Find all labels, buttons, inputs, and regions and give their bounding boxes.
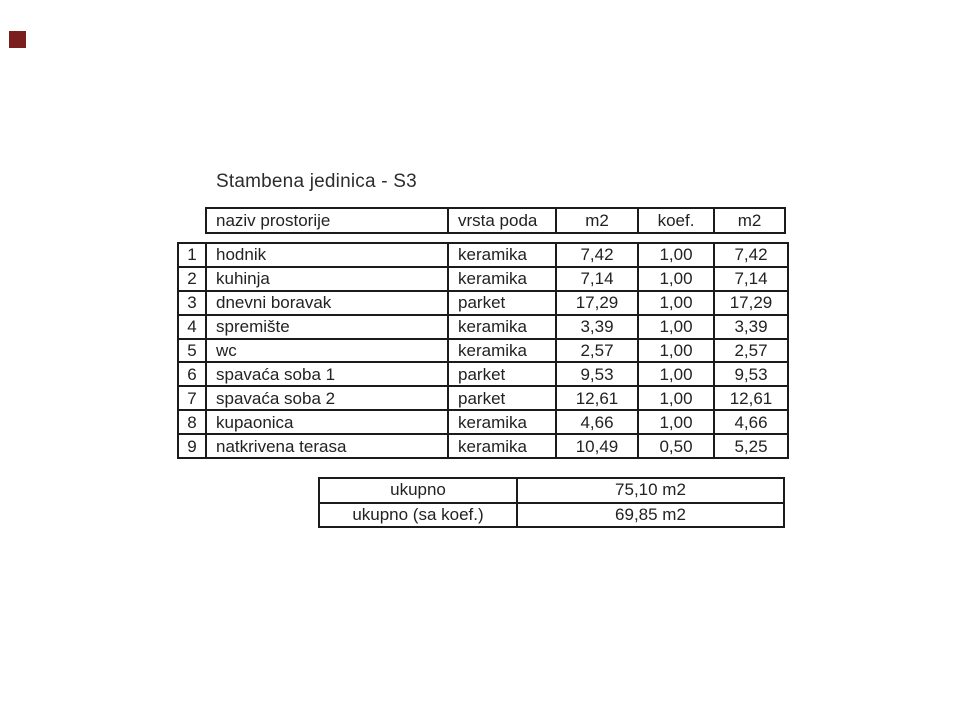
row-number-cell: 7 <box>179 387 207 410</box>
area-cell: 4,66 <box>557 411 639 434</box>
row-number-cell: 8 <box>179 411 207 434</box>
koef-cell: 1,00 <box>639 339 715 362</box>
room-name-cell: kuhinja <box>207 267 449 290</box>
total-with-koef-label: ukupno (sa koef.) <box>320 503 518 526</box>
floor-type-cell: keramika <box>449 435 557 458</box>
koef-cell: 1,00 <box>639 291 715 314</box>
adjusted-area-cell: 5,25 <box>734 436 768 456</box>
koef-cell: 0,50 <box>639 435 715 458</box>
room-name-cell: hodnik <box>207 244 449 266</box>
table-row: 1 hodnik keramika 7,42 1,00 7,42 <box>179 244 787 266</box>
floor-type-cell: parket <box>449 291 557 314</box>
koef-cell: 1,00 <box>639 267 715 290</box>
room-name-cell: dnevni boravak <box>207 291 449 314</box>
total-with-koef-row: ukupno (sa koef.) 69,85 m2 <box>320 501 783 526</box>
area-cell: 7,42 <box>557 244 639 266</box>
header-area-m2-adjusted: m2 <box>737 211 762 230</box>
table-row: 4 spremište keramika 3,39 1,00 3,39 <box>179 313 787 338</box>
room-name-cell: spremište <box>207 315 449 338</box>
table-row: 8 kupaonica keramika 4,66 1,00 4,66 <box>179 409 787 434</box>
table-row: 3 dnevni boravak parket 17,29 1,00 17,29 <box>179 289 787 314</box>
column-header-table: naziv prostorije vrsta poda m2 koef. m2 <box>205 207 786 234</box>
floor-type-cell: parket <box>449 363 557 386</box>
row-number-cell: 3 <box>179 291 207 314</box>
adjusted-area-cell: 4,66 <box>734 412 768 432</box>
row-number-cell: 1 <box>179 244 207 266</box>
room-name-cell: kupaonica <box>207 411 449 434</box>
adjusted-area-cell: 3,39 <box>734 317 768 337</box>
area-cell: 17,29 <box>557 291 639 314</box>
koef-cell: 1,00 <box>639 387 715 410</box>
room-name-cell: natkrivena terasa <box>207 435 449 458</box>
table-row: 7 spavaća soba 2 parket 12,61 1,00 12,61 <box>179 385 787 410</box>
table-row: 9 natkrivena terasa keramika 10,49 0,50 … <box>179 433 787 458</box>
adjusted-area-cell: 17,29 <box>729 293 773 313</box>
adjusted-area-cell: 9,53 <box>734 364 768 384</box>
total-label: ukupno <box>320 479 518 502</box>
room-name-cell: wc <box>207 339 449 362</box>
corner-color-mark <box>9 31 26 48</box>
room-name-cell: spavaća soba 2 <box>207 387 449 410</box>
floor-type-cell: keramika <box>449 411 557 434</box>
floor-type-cell: keramika <box>449 244 557 266</box>
header-room-name: naziv prostorije <box>207 209 449 232</box>
floor-type-cell: parket <box>449 387 557 410</box>
koef-cell: 1,00 <box>639 363 715 386</box>
koef-cell: 1,00 <box>639 411 715 434</box>
total-with-koef-value: 69,85 m2 <box>615 504 686 524</box>
row-number-cell: 5 <box>179 339 207 362</box>
area-cell: 9,53 <box>557 363 639 386</box>
row-number-cell: 6 <box>179 363 207 386</box>
header-area-m2: m2 <box>557 209 639 232</box>
area-cell: 7,14 <box>557 267 639 290</box>
table-row: 2 kuhinja keramika 7,14 1,00 7,14 <box>179 265 787 290</box>
koef-cell: 1,00 <box>639 244 715 266</box>
row-number-cell: 4 <box>179 315 207 338</box>
rooms-table: 1 hodnik keramika 7,42 1,00 7,42 2 kuhin… <box>177 242 789 459</box>
header-koef: koef. <box>639 209 715 232</box>
floor-type-cell: keramika <box>449 315 557 338</box>
area-cell: 3,39 <box>557 315 639 338</box>
area-cell: 2,57 <box>557 339 639 362</box>
floor-type-cell: keramika <box>449 267 557 290</box>
header-floor-type: vrsta poda <box>449 209 557 232</box>
table-row: 5 wc keramika 2,57 1,00 2,57 <box>179 337 787 362</box>
adjusted-area-cell: 7,42 <box>734 245 768 265</box>
total-value: 75,10 m2 <box>615 480 686 500</box>
adjusted-area-cell: 2,57 <box>734 341 768 360</box>
room-name-cell: spavaća soba 1 <box>207 363 449 386</box>
total-row: ukupno 75,10 m2 <box>320 479 783 502</box>
koef-cell: 1,00 <box>639 315 715 338</box>
floor-type-cell: keramika <box>449 339 557 362</box>
totals-table: ukupno 75,10 m2 ukupno (sa koef.) 69,85 … <box>318 477 785 528</box>
row-number-cell: 9 <box>179 435 207 458</box>
page-title: Stambena jedinica - S3 <box>216 171 417 192</box>
table-row: 6 spavaća soba 1 parket 9,53 1,00 9,53 <box>179 361 787 386</box>
adjusted-area-cell: 7,14 <box>734 269 768 289</box>
area-cell: 10,49 <box>557 435 639 458</box>
area-cell: 12,61 <box>557 387 639 410</box>
adjusted-area-cell: 12,61 <box>729 388 773 408</box>
row-number-cell: 2 <box>179 267 207 290</box>
